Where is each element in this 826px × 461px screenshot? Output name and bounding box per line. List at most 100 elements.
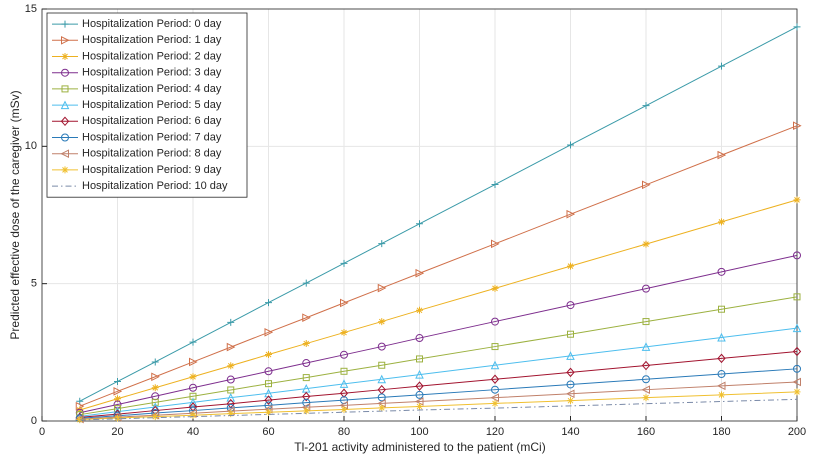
marker	[718, 62, 725, 70]
marker	[567, 141, 574, 149]
marker	[114, 414, 121, 422]
marker	[188, 397, 198, 407]
x-tick-label: 20	[111, 426, 123, 438]
series-line	[79, 398, 798, 421]
x-tick-label: 60	[262, 426, 274, 438]
legend: Hospitalization Period: 0 day Hospitaliza…	[46, 12, 248, 198]
marker	[61, 68, 69, 77]
marker	[226, 375, 235, 384]
marker	[114, 395, 121, 403]
marker	[416, 402, 423, 410]
marker	[302, 340, 310, 348]
marker	[567, 262, 574, 270]
marker	[302, 407, 310, 415]
marker	[416, 355, 423, 363]
marker	[491, 284, 499, 292]
marker	[718, 218, 725, 226]
marker	[642, 180, 651, 190]
marker	[264, 327, 274, 337]
marker	[641, 385, 650, 394]
series-line	[79, 296, 798, 416]
legend-label: Hospitalization Period: 7 day	[82, 131, 222, 143]
marker	[340, 350, 348, 359]
marker	[642, 284, 650, 293]
marker	[641, 342, 651, 351]
x-tick-label: 0	[39, 426, 45, 438]
marker	[565, 389, 575, 399]
marker	[377, 374, 387, 384]
marker	[61, 35, 70, 45]
marker	[491, 385, 499, 394]
marker	[793, 293, 801, 301]
marker	[302, 279, 310, 287]
x-tick-label: 200	[788, 426, 806, 438]
marker	[792, 377, 801, 387]
marker	[189, 357, 198, 367]
marker	[265, 408, 272, 416]
marker	[377, 283, 387, 293]
series-line	[79, 368, 798, 419]
marker	[416, 306, 423, 314]
series-line	[79, 351, 798, 418]
marker	[227, 386, 235, 394]
marker	[302, 313, 311, 323]
marker	[114, 377, 121, 385]
legend-label: Hospitalization Period: 0 day	[82, 18, 222, 30]
y-tick-label: 10	[25, 140, 37, 152]
marker	[793, 23, 801, 31]
marker	[189, 373, 197, 381]
marker	[793, 196, 801, 204]
marker	[642, 318, 650, 326]
marker	[151, 413, 159, 421]
marker	[339, 379, 349, 388]
marker	[61, 133, 69, 142]
marker	[339, 388, 349, 399]
series-line	[79, 327, 798, 417]
marker	[566, 301, 575, 310]
marker	[717, 353, 726, 364]
marker	[415, 369, 424, 379]
y-tick-label: 0	[31, 415, 37, 427]
marker	[490, 374, 500, 385]
marker	[491, 317, 499, 326]
marker	[264, 367, 273, 376]
marker	[641, 360, 651, 371]
marker	[717, 332, 726, 342]
marker	[302, 374, 310, 382]
marker	[113, 387, 123, 396]
marker	[717, 267, 726, 276]
marker	[792, 346, 802, 357]
marker	[265, 299, 272, 307]
x-tick-label: 140	[561, 426, 579, 438]
marker	[151, 398, 159, 406]
marker	[340, 367, 348, 375]
marker	[265, 380, 272, 388]
marker	[566, 380, 575, 389]
legend-label: Hospitalization Period: 1 day	[82, 34, 222, 46]
marker	[61, 166, 69, 174]
marker	[642, 240, 650, 248]
marker	[226, 342, 236, 352]
x-axis-label: Tl-201 activity administered to the pati…	[294, 440, 545, 454]
marker	[716, 381, 726, 391]
marker	[793, 251, 801, 260]
y-tick-label: 15	[25, 3, 37, 15]
legend-box	[46, 12, 248, 198]
marker	[340, 259, 348, 267]
marker	[566, 367, 575, 378]
marker	[61, 20, 69, 28]
marker	[642, 375, 650, 384]
y-tick-label: 5	[31, 278, 37, 290]
marker	[151, 372, 160, 382]
marker	[416, 220, 423, 228]
marker	[302, 359, 311, 368]
marker	[490, 393, 499, 402]
marker	[226, 393, 236, 402]
marker	[60, 116, 70, 127]
series-line	[79, 125, 798, 407]
legend-label: Hospitalization Period: 2 day	[82, 50, 222, 62]
marker	[189, 411, 197, 419]
marker	[227, 362, 235, 370]
marker	[717, 150, 727, 160]
